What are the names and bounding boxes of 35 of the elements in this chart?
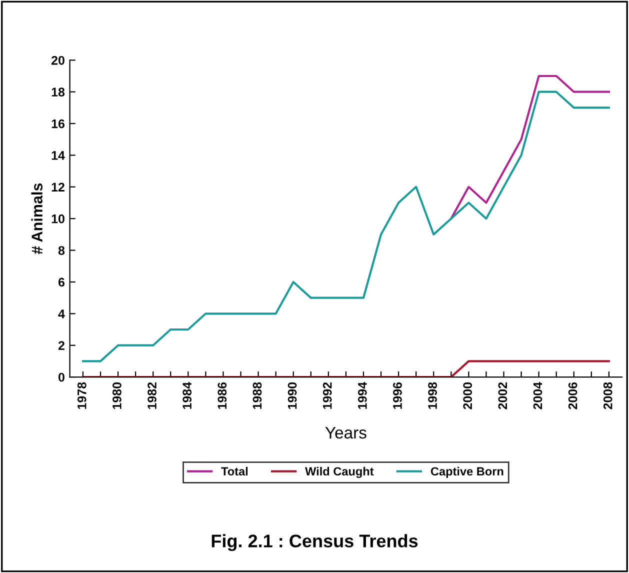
legend-label: Total — [221, 466, 248, 476]
x-tick-label: 2002 — [498, 382, 508, 410]
y-axis-title: # Animals — [31, 183, 42, 254]
x-tick-label: 1988 — [252, 382, 262, 409]
x-tick-label: 1986 — [218, 382, 227, 409]
y-tick-label: 4 — [58, 310, 65, 318]
line-series — [450, 74, 610, 220]
legend-label: Captive Born — [430, 466, 504, 478]
y-tick-label: 20 — [51, 56, 64, 65]
line-series — [82, 90, 610, 362]
y-tick-label: 12 — [52, 182, 64, 192]
y-tick-label: 18 — [52, 88, 65, 97]
x-tick-label: 1996 — [393, 382, 402, 409]
x-axis-title: Years — [325, 426, 366, 439]
legend-label: Wild Caught — [305, 466, 374, 478]
x-tick-label: 1990 — [288, 382, 297, 409]
x-tick-label: 2006 — [568, 382, 578, 410]
x-tick-label: 1982 — [148, 382, 156, 409]
x-tick-label: 2008 — [603, 382, 612, 410]
y-tick-label: 10 — [52, 214, 64, 224]
y-tick-label: 14 — [52, 151, 65, 160]
x-tick-label: 1992 — [322, 382, 332, 409]
y-tick-label: 8 — [58, 246, 65, 255]
x-tick-label: 1984 — [182, 382, 192, 409]
y-tick-label: 2 — [58, 341, 64, 350]
x-tick-label: 1994 — [358, 382, 367, 409]
y-tick-label: 6 — [58, 278, 65, 287]
x-tick-label: 2000 — [463, 382, 472, 410]
text: Fig. 2.1 : Census Trends — [212, 534, 418, 552]
y-tick-label: 0 — [58, 372, 64, 382]
x-tick-label: 1980 — [112, 382, 122, 409]
x-tick-label: 2004 — [533, 382, 542, 410]
x-tick-label: 1998 — [428, 382, 437, 409]
x-tick-label: 1978 — [77, 382, 86, 409]
y-tick-label: 16 — [52, 119, 65, 128]
